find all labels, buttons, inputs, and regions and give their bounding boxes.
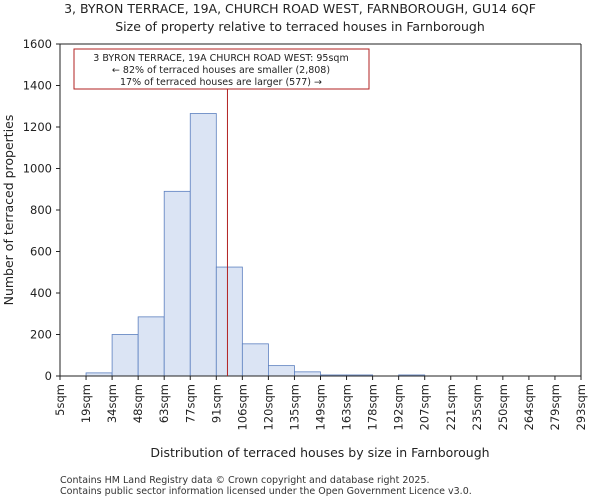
x-tick-label: 221sqm	[444, 384, 458, 430]
x-tick-label: 264sqm	[522, 384, 536, 430]
x-tick-label: 5sqm	[53, 384, 67, 416]
x-tick-label: 120sqm	[261, 384, 275, 430]
x-tick-label: 91sqm	[209, 384, 223, 423]
histogram-bar-120sqm	[267, 365, 295, 377]
x-tick-label: 34sqm	[105, 384, 119, 423]
x-tick-label: 77sqm	[183, 384, 197, 423]
x-tick-label: 63sqm	[157, 384, 171, 423]
histogram-bar-63sqm	[163, 190, 191, 377]
histogram-bar-34sqm	[111, 334, 139, 377]
bars-group	[85, 113, 426, 377]
y-tick-label: 200	[30, 328, 52, 342]
x-tick-label: 135sqm	[287, 384, 301, 430]
footer-line2: Contains public sector information licen…	[60, 486, 472, 497]
y-tick-label: 800	[30, 203, 52, 217]
x-tick-label: 207sqm	[418, 384, 432, 430]
x-tick-label: 192sqm	[392, 384, 406, 430]
y-tick-label: 1200	[23, 120, 52, 134]
y-tick-label: 400	[30, 286, 52, 300]
histogram-bar-77sqm	[189, 113, 217, 377]
histogram-bar-106sqm	[241, 343, 269, 377]
annotation-line2: ← 82% of terraced houses are smaller (2,…	[112, 65, 330, 76]
x-axis-label: Distribution of terraced houses by size …	[150, 445, 489, 460]
histogram-bar-91sqm	[215, 266, 243, 377]
x-tick-label: 48sqm	[131, 384, 145, 423]
x-tick-label: 106sqm	[235, 384, 249, 430]
x-tick-label: 163sqm	[340, 384, 354, 430]
chart-title-line1: 3, BYRON TERRACE, 19A, CHURCH ROAD WEST,…	[64, 1, 536, 16]
y-tick-label: 1000	[23, 162, 52, 176]
annotation-line1: 3 BYRON TERRACE, 19A CHURCH ROAD WEST: 9…	[93, 53, 348, 64]
y-axis-label: Number of terraced properties	[1, 115, 16, 306]
histogram-bar-135sqm	[294, 371, 321, 377]
x-tick-label: 19sqm	[79, 384, 93, 423]
y-tick-label: 600	[30, 245, 52, 259]
y-tick-label: 1400	[23, 79, 52, 93]
histogram-bar-48sqm	[137, 316, 165, 377]
y-tick-label: 1600	[23, 37, 52, 51]
x-tick-label: 178sqm	[366, 384, 380, 430]
x-tick-label: 279sqm	[548, 384, 562, 430]
footer-line1: Contains HM Land Registry data © Crown c…	[60, 475, 430, 486]
y-tick-label: 0	[45, 369, 52, 383]
x-tick-label: 250sqm	[496, 384, 510, 430]
chart-title-line2: Size of property relative to terraced ho…	[115, 19, 485, 34]
y-ticks-group: 0 200 400 600 800 1000 1200 1400 1600	[23, 37, 60, 383]
annotation-box	[73, 48, 370, 90]
x-tick-label: 293sqm	[574, 384, 588, 430]
annotation-line3: 17% of terraced houses are larger (577) …	[120, 77, 322, 88]
x-tick-label: 235sqm	[470, 384, 484, 430]
x-ticks-group: 5sqm 19sqm 34sqm 48sqm 63sqm 77sqm 91sqm 106sqm…	[53, 376, 588, 430]
x-tick-label: 149sqm	[314, 384, 328, 430]
